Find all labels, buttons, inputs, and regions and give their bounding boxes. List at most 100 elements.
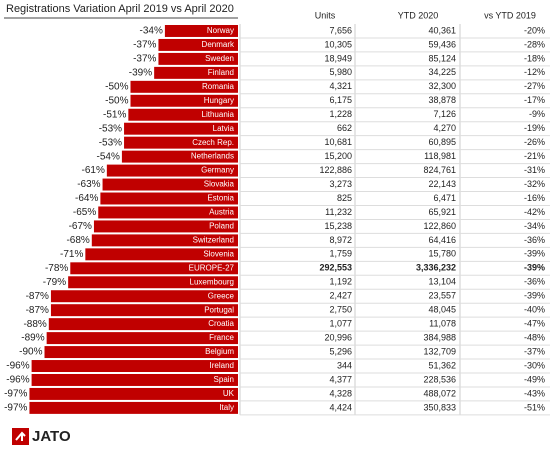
bar-label: -61%	[81, 165, 104, 176]
bar-label: -53%	[99, 137, 122, 148]
bar-label: -50%	[105, 81, 128, 92]
cell: 292,553	[319, 263, 352, 273]
column-header: vs YTD 2019	[484, 10, 536, 20]
cell: 350,833	[423, 402, 456, 412]
bar-label: -63%	[77, 179, 100, 190]
cell: -26%	[524, 137, 545, 147]
cell: -9%	[529, 109, 545, 119]
bar-label: -67%	[69, 221, 92, 232]
cell: 10,681	[324, 137, 352, 147]
country-label: Portugal	[204, 305, 234, 314]
country-label: Luxembourg	[190, 277, 234, 286]
bar	[121, 150, 238, 163]
logo-icon	[12, 428, 29, 445]
cell: -40%	[524, 305, 545, 315]
bar-label: -68%	[66, 235, 89, 246]
cell: 7,656	[329, 25, 352, 35]
column-header: Units	[315, 10, 336, 20]
country-label: Poland	[209, 222, 234, 231]
country-label: France	[209, 333, 234, 342]
bar	[50, 304, 239, 317]
cell: 15,238	[324, 221, 352, 231]
cell: 4,424	[329, 402, 352, 412]
bar-label: -71%	[60, 249, 83, 260]
bar	[31, 374, 238, 386]
bar-label: -87%	[26, 291, 49, 302]
bar-label: -96%	[6, 361, 29, 372]
cell: 23,557	[428, 291, 456, 301]
cell: -37%	[524, 346, 545, 356]
cell: 344	[337, 360, 352, 370]
country-label: Romania	[202, 82, 235, 91]
bar	[154, 66, 238, 79]
bar	[128, 108, 238, 121]
cell: -17%	[524, 95, 545, 105]
cell: -39%	[524, 249, 545, 259]
cell: 122,886	[319, 165, 352, 175]
cell: -36%	[524, 235, 545, 245]
bar	[50, 290, 239, 303]
country-label: Hungary	[204, 96, 234, 105]
bar-label: -53%	[99, 123, 122, 134]
cell: 20,996	[324, 332, 352, 342]
cell: -12%	[524, 67, 545, 77]
bar-label: -96%	[6, 375, 29, 386]
cell: 59,436	[428, 39, 456, 49]
cell: -16%	[524, 193, 545, 203]
cell: -19%	[524, 123, 545, 133]
cell: 8,972	[329, 235, 352, 245]
cell: 32,300	[428, 81, 456, 91]
bar	[29, 401, 239, 414]
bar	[102, 178, 238, 191]
country-label: Slovenia	[203, 249, 234, 258]
cell: -31%	[524, 165, 545, 175]
cell: -39%	[524, 263, 545, 273]
bar-label: -65%	[73, 207, 96, 218]
cell: 65,921	[428, 207, 456, 217]
cell: 22,143	[428, 179, 456, 189]
cell: 6,471	[433, 193, 456, 203]
bar	[130, 80, 238, 93]
bar	[130, 94, 238, 107]
country-label: Lithuania	[202, 110, 235, 119]
cell: 10,305	[324, 39, 352, 49]
country-label: EUROPE-27	[189, 263, 235, 272]
cell: 118,981	[424, 151, 456, 161]
country-label: Ireland	[210, 361, 234, 370]
bar	[85, 248, 238, 261]
country-label: Belgium	[205, 347, 234, 356]
bar-label: -51%	[103, 109, 126, 120]
cell: 11,078	[429, 319, 456, 329]
cell: -30%	[524, 360, 545, 370]
cell: 2,750	[329, 305, 352, 315]
cell: 1,228	[329, 109, 352, 119]
country-label: Spain	[214, 375, 234, 384]
bar	[93, 220, 238, 233]
country-label: Slovakia	[204, 180, 235, 189]
country-label: Austria	[209, 208, 234, 217]
cell: -36%	[524, 277, 545, 287]
cell: 34,225	[428, 67, 456, 77]
cell: 5,980	[329, 67, 352, 77]
cell: 6,175	[329, 95, 352, 105]
country-label: Greece	[208, 291, 235, 300]
bar	[158, 38, 238, 51]
bar	[158, 52, 238, 65]
bar	[70, 262, 238, 275]
bar	[44, 346, 238, 359]
cell: -34%	[524, 221, 545, 231]
bar-label: -88%	[23, 319, 46, 330]
bar	[31, 360, 238, 372]
cell: 60,895	[428, 137, 456, 147]
cell: 18,949	[324, 53, 352, 63]
bar-label: -50%	[105, 95, 128, 106]
cell: 38,878	[428, 95, 456, 105]
bar	[100, 192, 239, 205]
bar-label: -39%	[129, 68, 152, 79]
bar-label: -87%	[26, 305, 49, 316]
cell: 4,377	[329, 374, 352, 384]
country-label: Norway	[207, 26, 234, 35]
cell: 1,759	[329, 249, 352, 259]
cell: 132,709	[423, 346, 456, 356]
